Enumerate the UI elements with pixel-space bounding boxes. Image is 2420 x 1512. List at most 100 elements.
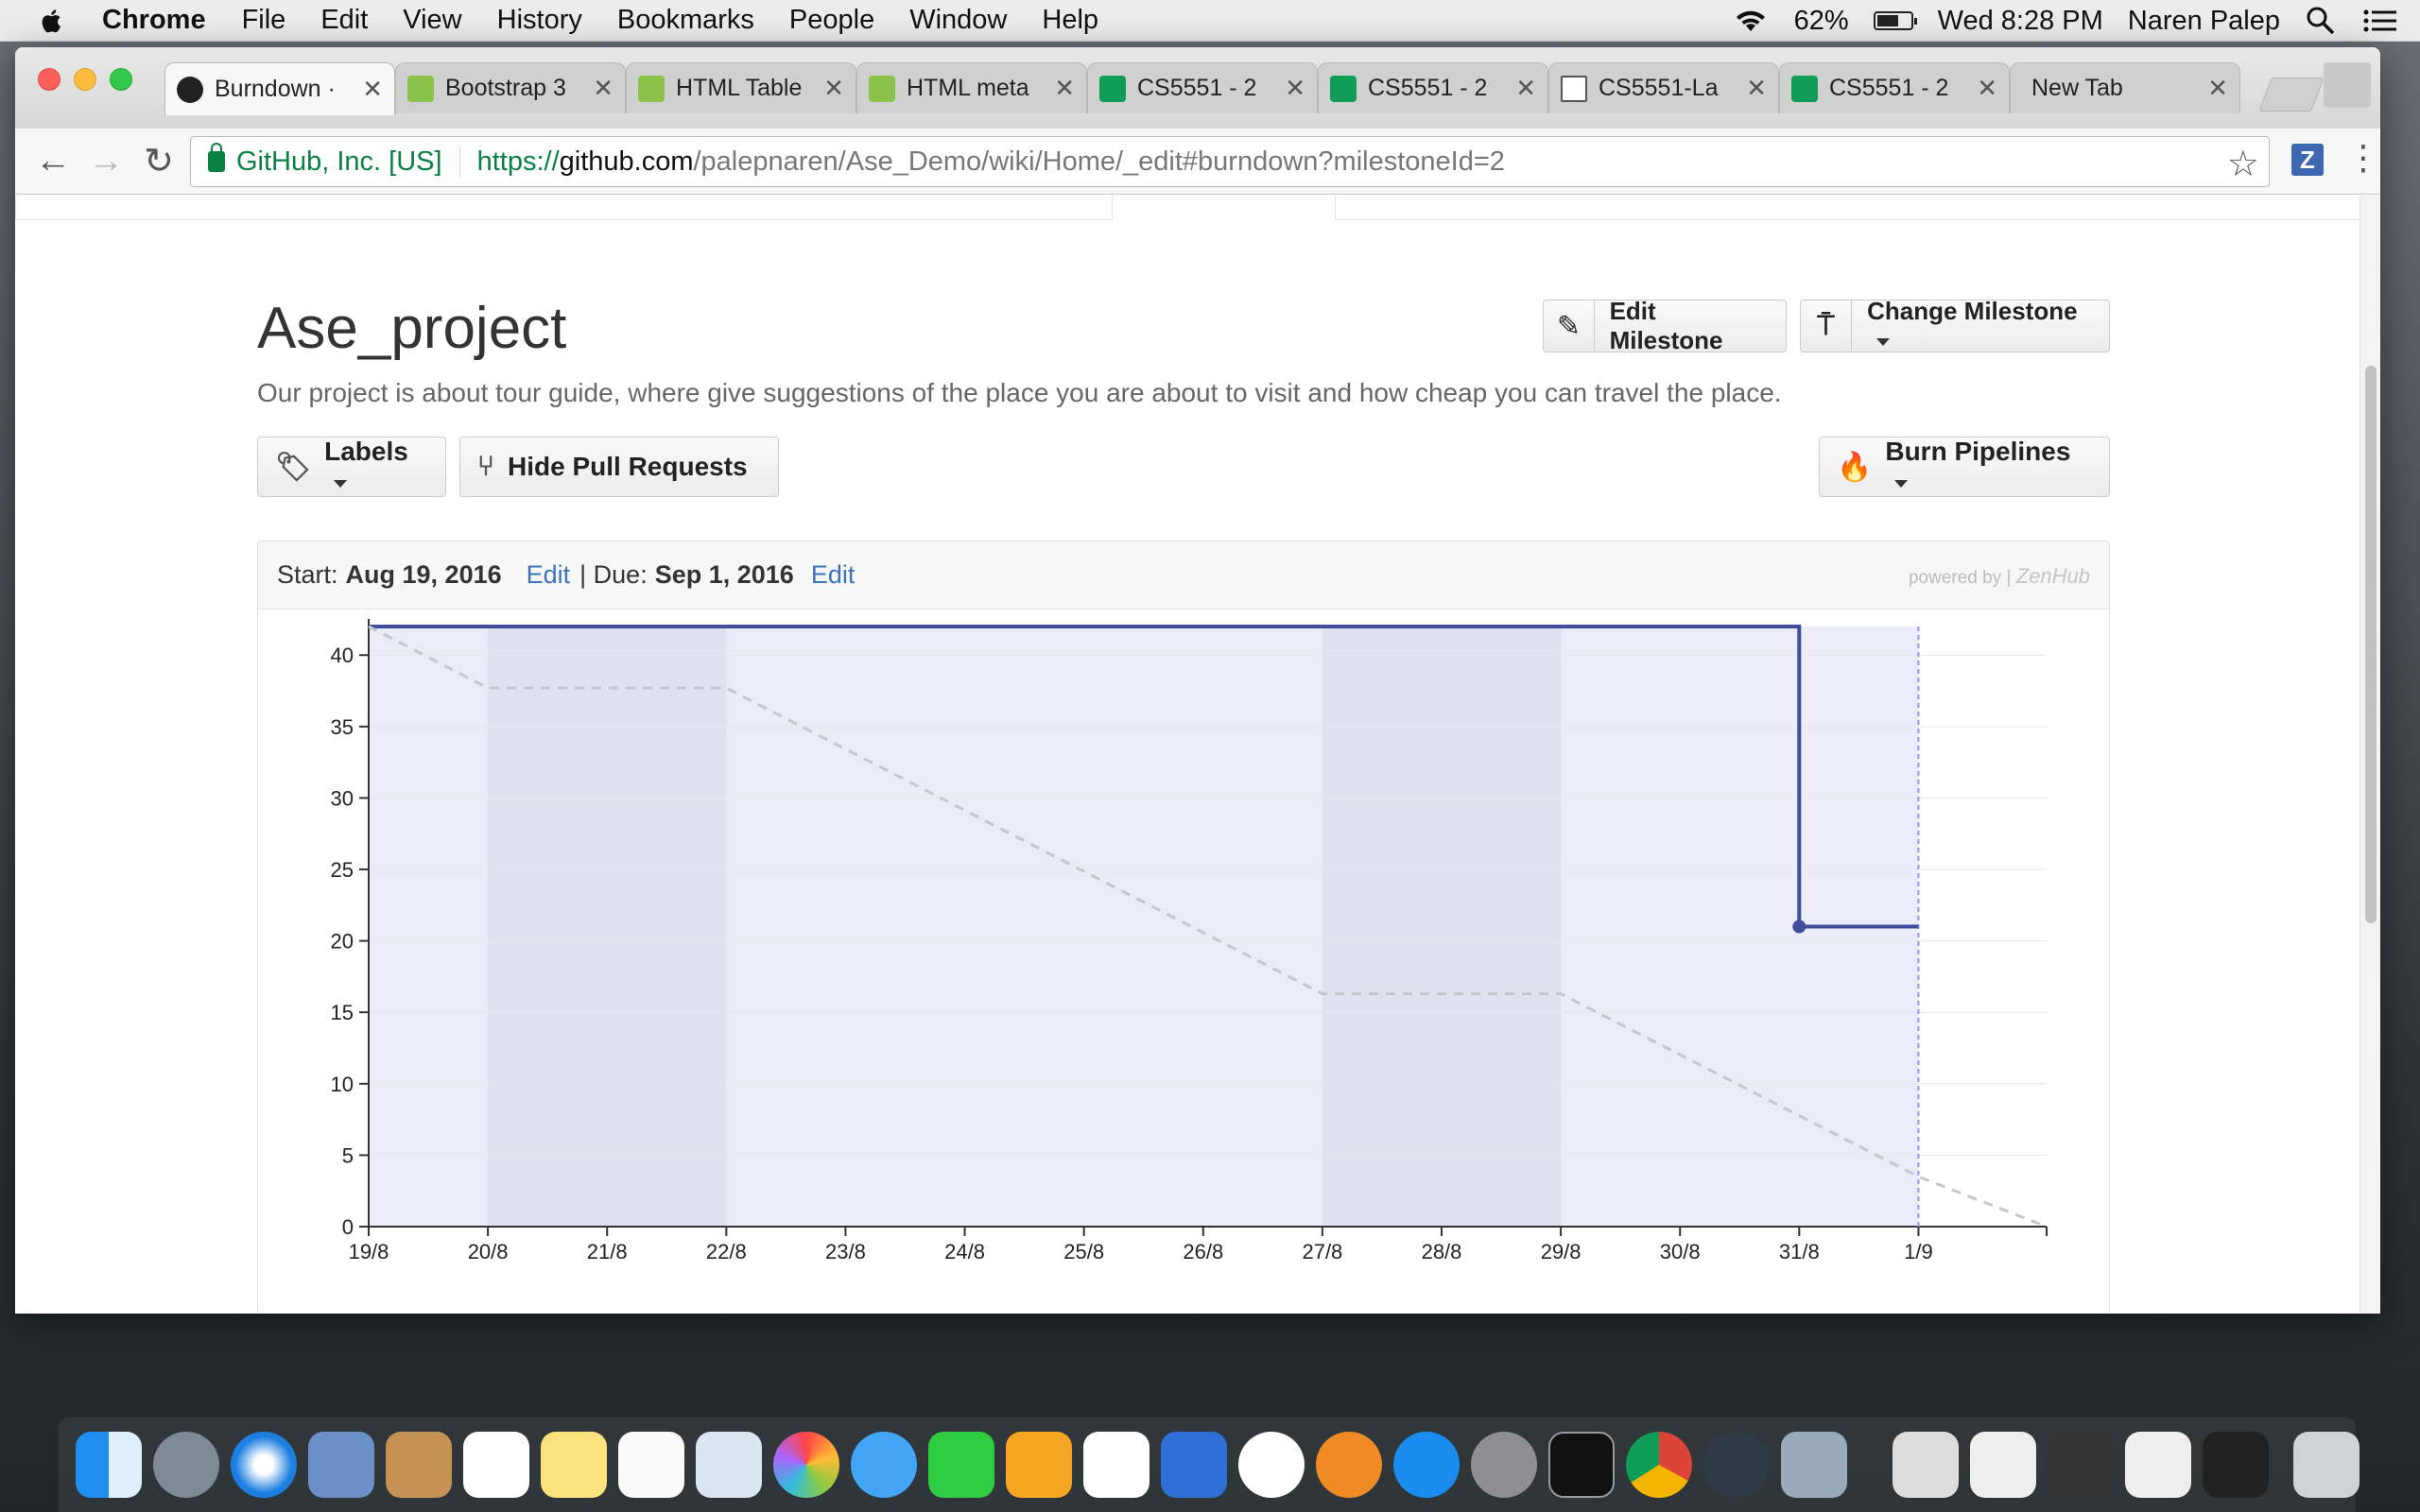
ibooks-icon[interactable] xyxy=(1316,1432,1382,1498)
sheets-icon xyxy=(1099,75,1126,102)
battery-icon[interactable] xyxy=(1873,11,1917,30)
edit-due-link[interactable]: Edit xyxy=(810,560,856,589)
close-tab-icon[interactable]: ✕ xyxy=(823,74,844,102)
reload-icon[interactable]: ↻ xyxy=(144,142,174,181)
spotlight-search-icon[interactable] xyxy=(2305,5,2337,37)
burndown-point xyxy=(1792,919,1806,934)
forward-arrow-icon[interactable]: → xyxy=(88,141,124,180)
change-milestone-button[interactable]: ⍑ Change Milestone xyxy=(1800,297,2110,352)
address-bar[interactable]: GitHub, Inc. [US] https://github.com/pal… xyxy=(190,136,2270,187)
back-arrow-icon[interactable]: ← xyxy=(35,141,71,180)
scrollbar-thumb[interactable] xyxy=(2365,366,2377,923)
x-tick-label: 24/8 xyxy=(944,1240,985,1263)
vertical-scrollbar[interactable] xyxy=(2360,196,2380,1314)
new-tab-button[interactable] xyxy=(2258,77,2325,112)
finder-icon[interactable] xyxy=(76,1432,142,1498)
close-tab-icon[interactable]: ✕ xyxy=(362,75,383,103)
apple-icon[interactable] xyxy=(40,7,64,35)
menu-view[interactable]: View xyxy=(403,5,462,35)
labels-dropdown-button[interactable]: 🏷 Labels xyxy=(257,437,446,497)
notes-icon[interactable] xyxy=(541,1432,607,1498)
due-date: Sep 1, 2016 xyxy=(654,560,794,589)
close-tab-icon[interactable]: ✕ xyxy=(593,74,614,102)
safari-icon[interactable] xyxy=(231,1432,297,1498)
chrome-menu-icon[interactable]: ⋮ xyxy=(2346,138,2380,177)
x-tick-label: 30/8 xyxy=(1660,1240,1701,1263)
edit-milestone-button[interactable]: ✎ Edit Milestone xyxy=(1543,297,1787,354)
x-tick-label: 28/8 xyxy=(1422,1240,1462,1263)
app-store-icon[interactable] xyxy=(1393,1432,1460,1498)
page-content: Ase_project ✎ Edit Milestone ⍑ Change Mi… xyxy=(15,196,2380,1314)
menu-history[interactable]: History xyxy=(496,5,582,35)
menu-window[interactable]: Window xyxy=(909,5,1008,35)
menu-file[interactable]: File xyxy=(241,5,286,35)
minimized-window-3[interactable] xyxy=(2125,1432,2191,1498)
preview-icon[interactable] xyxy=(696,1432,762,1498)
zoom-window-button[interactable] xyxy=(110,68,132,91)
minimized-window-1[interactable] xyxy=(1970,1432,2036,1498)
powered-by-zenhub[interactable]: powered by | ZenHub xyxy=(1908,564,2090,588)
launchpad-icon[interactable] xyxy=(153,1432,219,1498)
facetime-icon[interactable] xyxy=(928,1432,994,1498)
url-text[interactable]: https://github.com/palepnaren/Ase_Demo/w… xyxy=(476,146,1505,177)
menu-edit[interactable]: Edit xyxy=(320,5,369,35)
burn-pipelines-dropdown-button[interactable]: 🔥 Burn Pipelines xyxy=(1819,437,2110,497)
tab-new-tab[interactable]: New Tab ✕ xyxy=(2010,62,2240,113)
calendar-icon[interactable] xyxy=(463,1432,529,1498)
close-window-button[interactable] xyxy=(38,68,60,91)
zenhub-extension-icon[interactable]: Z xyxy=(2291,144,2324,176)
close-tab-icon[interactable]: ✕ xyxy=(1746,74,1767,102)
close-tab-icon[interactable]: ✕ xyxy=(2207,74,2228,102)
image-capture-icon[interactable] xyxy=(1781,1432,1847,1498)
menu-bookmarks[interactable]: Bookmarks xyxy=(616,5,754,35)
mail-icon[interactable] xyxy=(308,1432,374,1498)
pages-icon[interactable] xyxy=(1006,1432,1072,1498)
user-name[interactable]: Naren Palep xyxy=(2127,5,2280,36)
messages-icon[interactable] xyxy=(851,1432,917,1498)
site-identity[interactable]: GitHub, Inc. [US] xyxy=(236,146,460,178)
downloads-stack-icon[interactable] xyxy=(1893,1432,1959,1498)
system-preferences-icon[interactable] xyxy=(1471,1432,1537,1498)
terminal-icon[interactable] xyxy=(1548,1432,1615,1498)
close-tab-icon[interactable]: ✕ xyxy=(1977,74,1997,102)
reminders-icon[interactable] xyxy=(618,1432,684,1498)
close-tab-icon[interactable]: ✕ xyxy=(1285,74,1305,102)
tab-title: CS5551 - 2 xyxy=(1368,75,1488,101)
close-tab-icon[interactable]: ✕ xyxy=(1515,74,1536,102)
tab-html-meta[interactable]: HTML meta ✕ xyxy=(856,62,1087,113)
close-tab-icon[interactable]: ✕ xyxy=(1054,74,1075,102)
wifi-icon[interactable] xyxy=(1732,7,1770,35)
y-tick-label: 40 xyxy=(331,644,354,667)
clock[interactable]: Wed 8:28 PM xyxy=(1937,5,2103,36)
numbers-icon[interactable] xyxy=(1083,1432,1150,1498)
tab-cs5551-lab[interactable]: CS5551-La ✕ xyxy=(1548,62,1779,113)
notification-center-icon[interactable] xyxy=(2361,7,2399,35)
itunes-icon[interactable] xyxy=(1238,1432,1305,1498)
tab-cs5551-sheet-3[interactable]: CS5551 - 2 ✕ xyxy=(1779,62,2010,113)
tab-html-table[interactable]: HTML Table ✕ xyxy=(626,62,856,113)
contacts-icon[interactable] xyxy=(386,1432,452,1498)
photos-icon[interactable] xyxy=(773,1432,839,1498)
menu-help[interactable]: Help xyxy=(1042,5,1099,35)
tab-bootstrap[interactable]: Bootstrap 3 ✕ xyxy=(395,62,626,113)
tab-burndown[interactable]: Burndown · ✕ xyxy=(164,62,395,115)
tab-cs5551-sheet-2[interactable]: CS5551 - 2 ✕ xyxy=(1318,62,1548,113)
minimized-window-2[interactable] xyxy=(2048,1432,2114,1498)
menu-app-name[interactable]: Chrome xyxy=(102,5,206,35)
bookmark-star-icon[interactable]: ☆ xyxy=(2226,145,2259,184)
chrome-icon[interactable] xyxy=(1626,1432,1692,1498)
burndown-chart: 0 5 10 15 20 25 30 35 40 19/8 20/8 21/8 22/8 23/8 24/8… xyxy=(331,619,2048,1263)
hide-pull-requests-button[interactable]: ⑂ Hide Pull Requests xyxy=(459,437,779,497)
trash-icon[interactable] xyxy=(2293,1432,2360,1498)
atom-icon[interactable] xyxy=(1703,1432,1770,1498)
menu-people[interactable]: People xyxy=(788,5,875,35)
tab-cs5551-sheet-1[interactable]: CS5551 - 2 ✕ xyxy=(1087,62,1318,113)
minimized-window-4[interactable] xyxy=(2203,1432,2269,1498)
tab-title: Bootstrap 3 xyxy=(445,75,566,101)
keynote-icon[interactable] xyxy=(1161,1432,1227,1498)
profile-avatar[interactable] xyxy=(2324,62,2371,108)
minimize-window-button[interactable] xyxy=(74,68,96,91)
edit-start-link[interactable]: Edit xyxy=(526,560,571,589)
tag-icon: 🏷 xyxy=(275,451,312,483)
y-tick-label: 35 xyxy=(331,715,354,739)
